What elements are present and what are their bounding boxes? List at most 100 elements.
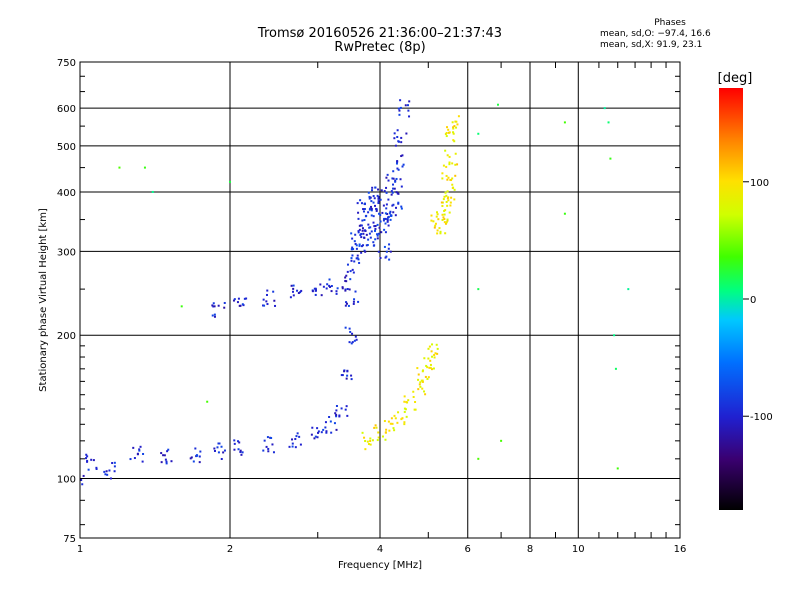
data-point <box>444 209 447 212</box>
data-point <box>385 186 388 189</box>
data-point <box>350 232 353 235</box>
data-point <box>434 352 437 355</box>
data-point <box>350 248 353 251</box>
data-point <box>223 301 226 304</box>
data-point <box>141 460 144 463</box>
data-point <box>388 429 391 432</box>
data-point <box>272 451 275 454</box>
data-point <box>391 422 394 425</box>
data-point <box>291 290 294 293</box>
data-point <box>365 233 368 236</box>
y-axis-label: Stationary phase Virtual Height [km] <box>38 208 49 392</box>
data-point <box>358 261 361 264</box>
data-point <box>396 421 399 424</box>
data-point <box>346 370 349 373</box>
colorbar-ticks: 100 0 -100 <box>743 178 773 423</box>
data-point <box>430 219 433 222</box>
data-point <box>402 163 405 166</box>
data-point <box>192 460 195 463</box>
data-point <box>451 121 454 124</box>
data-point <box>383 420 386 423</box>
data-point <box>430 214 433 217</box>
data-point <box>316 427 319 430</box>
data-point <box>237 440 240 443</box>
data-point <box>362 244 365 247</box>
data-point <box>404 104 407 107</box>
data-point <box>344 276 347 279</box>
data-point <box>372 215 375 218</box>
data-point <box>265 293 268 296</box>
data-point <box>376 233 379 236</box>
data-point <box>447 199 450 202</box>
data-point <box>354 242 357 245</box>
data-point <box>289 296 292 299</box>
data-point <box>367 191 370 194</box>
data-point <box>433 356 436 359</box>
data-point <box>345 280 348 283</box>
x-tick-label: 1 <box>77 544 83 555</box>
data-point <box>272 290 275 293</box>
data-point <box>295 435 298 438</box>
data-point <box>384 431 387 434</box>
data-point <box>400 205 403 208</box>
data-point <box>165 462 168 465</box>
data-point <box>367 223 370 226</box>
data-point <box>373 225 376 228</box>
data-point <box>291 442 294 445</box>
data-point <box>299 443 302 446</box>
data-point <box>352 271 355 274</box>
data-point <box>448 161 451 164</box>
data-point <box>445 200 448 203</box>
data-point <box>441 201 444 204</box>
data-point <box>373 197 376 200</box>
data-point <box>291 438 294 441</box>
data-point <box>433 226 436 229</box>
data-point <box>443 213 446 216</box>
data-point <box>265 300 268 303</box>
data-point <box>387 215 390 218</box>
data-point <box>311 290 314 293</box>
data-point <box>217 451 220 454</box>
data-point <box>500 439 503 442</box>
data-point <box>446 190 449 193</box>
data-point <box>421 379 424 382</box>
data-point <box>85 453 88 456</box>
data-point <box>374 186 377 189</box>
data-point <box>446 154 449 157</box>
data-point <box>427 376 430 379</box>
data-point <box>418 383 421 386</box>
data-point <box>377 232 380 235</box>
data-point <box>166 450 169 453</box>
data-point <box>453 198 456 201</box>
data-point <box>190 456 193 459</box>
data-point <box>373 426 376 429</box>
data-point <box>386 219 389 222</box>
data-point <box>445 194 448 197</box>
data-point <box>563 121 566 124</box>
data-point <box>452 132 455 135</box>
data-point <box>211 304 214 307</box>
data-point <box>445 135 448 138</box>
data-point <box>359 234 362 237</box>
colorbar-label: [deg] <box>718 71 753 86</box>
data-point <box>348 288 351 291</box>
data-point <box>213 313 216 316</box>
phase-stats-heading: Phases <box>654 18 686 28</box>
data-point <box>453 140 456 143</box>
data-point <box>453 125 456 128</box>
data-point <box>335 404 338 407</box>
data-point <box>436 352 439 355</box>
data-point <box>233 442 236 445</box>
data-point <box>403 400 406 403</box>
data-point <box>384 222 387 225</box>
data-point <box>167 448 170 451</box>
data-point <box>348 327 351 330</box>
data-point <box>452 139 455 142</box>
data-point <box>341 374 344 377</box>
data-point <box>363 236 366 239</box>
data-point <box>400 141 403 144</box>
data-point <box>374 225 377 228</box>
phase-stats-x: mean, sd,X: 91.9, 23.1 <box>600 40 703 50</box>
data-point <box>385 203 388 206</box>
